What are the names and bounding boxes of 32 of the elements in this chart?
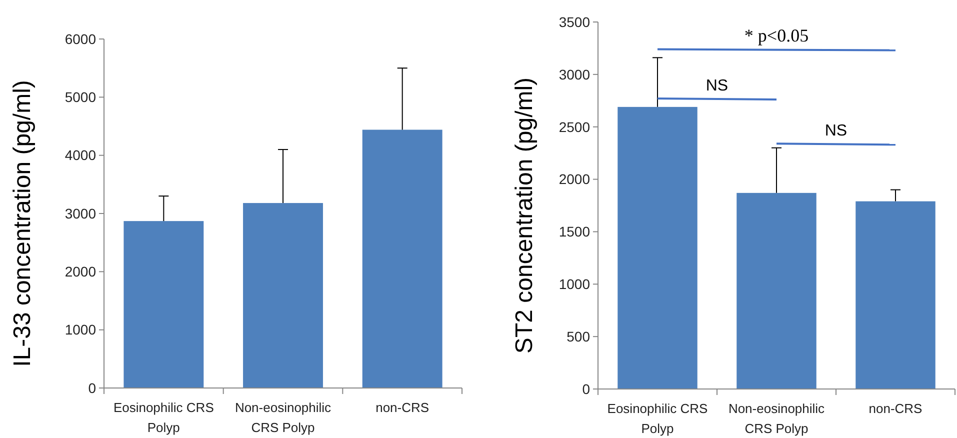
y-tick-label: 2000 xyxy=(64,264,96,280)
bar xyxy=(618,106,698,389)
x-tick-label: Eosinophilic CRS Polyp xyxy=(607,401,708,436)
y-tick-label: 4000 xyxy=(64,147,96,164)
y-tick-label: 500 xyxy=(566,328,590,344)
bar xyxy=(124,221,204,388)
bar xyxy=(243,203,323,388)
y-tick-label: 1500 xyxy=(558,224,590,240)
y-tick-label: 6000 xyxy=(64,30,96,47)
x-tick-label: non-CRS xyxy=(868,401,923,416)
y-tick-label: 3500 xyxy=(558,14,590,30)
annotation: NS xyxy=(706,78,728,95)
y-tick-label: 3000 xyxy=(64,205,96,222)
y-axis-title: ST2 concentration (pg/ml) xyxy=(511,77,538,354)
y-tick-label: 2000 xyxy=(558,171,590,188)
y-tick-label: 1000 xyxy=(64,322,96,338)
y-tick-label: 0 xyxy=(88,380,96,396)
annotation: * p<0.05 xyxy=(744,25,809,46)
x-tick-label: Non-eosinophilic CRS Polyp xyxy=(234,400,332,435)
bar xyxy=(362,130,442,388)
x-tick-label: non-CRS xyxy=(376,400,430,415)
y-tick-label: 2500 xyxy=(558,118,590,135)
bar xyxy=(856,201,936,389)
x-tick-label: Non-eosinophilic CRS Polyp xyxy=(728,401,826,436)
y-axis-title: IL-33 concentration (pg/ml) xyxy=(9,80,36,367)
y-tick-label: 0 xyxy=(582,380,590,397)
y-tick-label: 1000 xyxy=(558,276,590,292)
x-tick-label: Eosinophilic CRS Polyp xyxy=(113,400,214,435)
y-tick-label: 5000 xyxy=(64,89,96,106)
y-tick-label: 3000 xyxy=(558,66,590,82)
annotation: NS xyxy=(824,122,848,140)
bar xyxy=(736,192,816,389)
